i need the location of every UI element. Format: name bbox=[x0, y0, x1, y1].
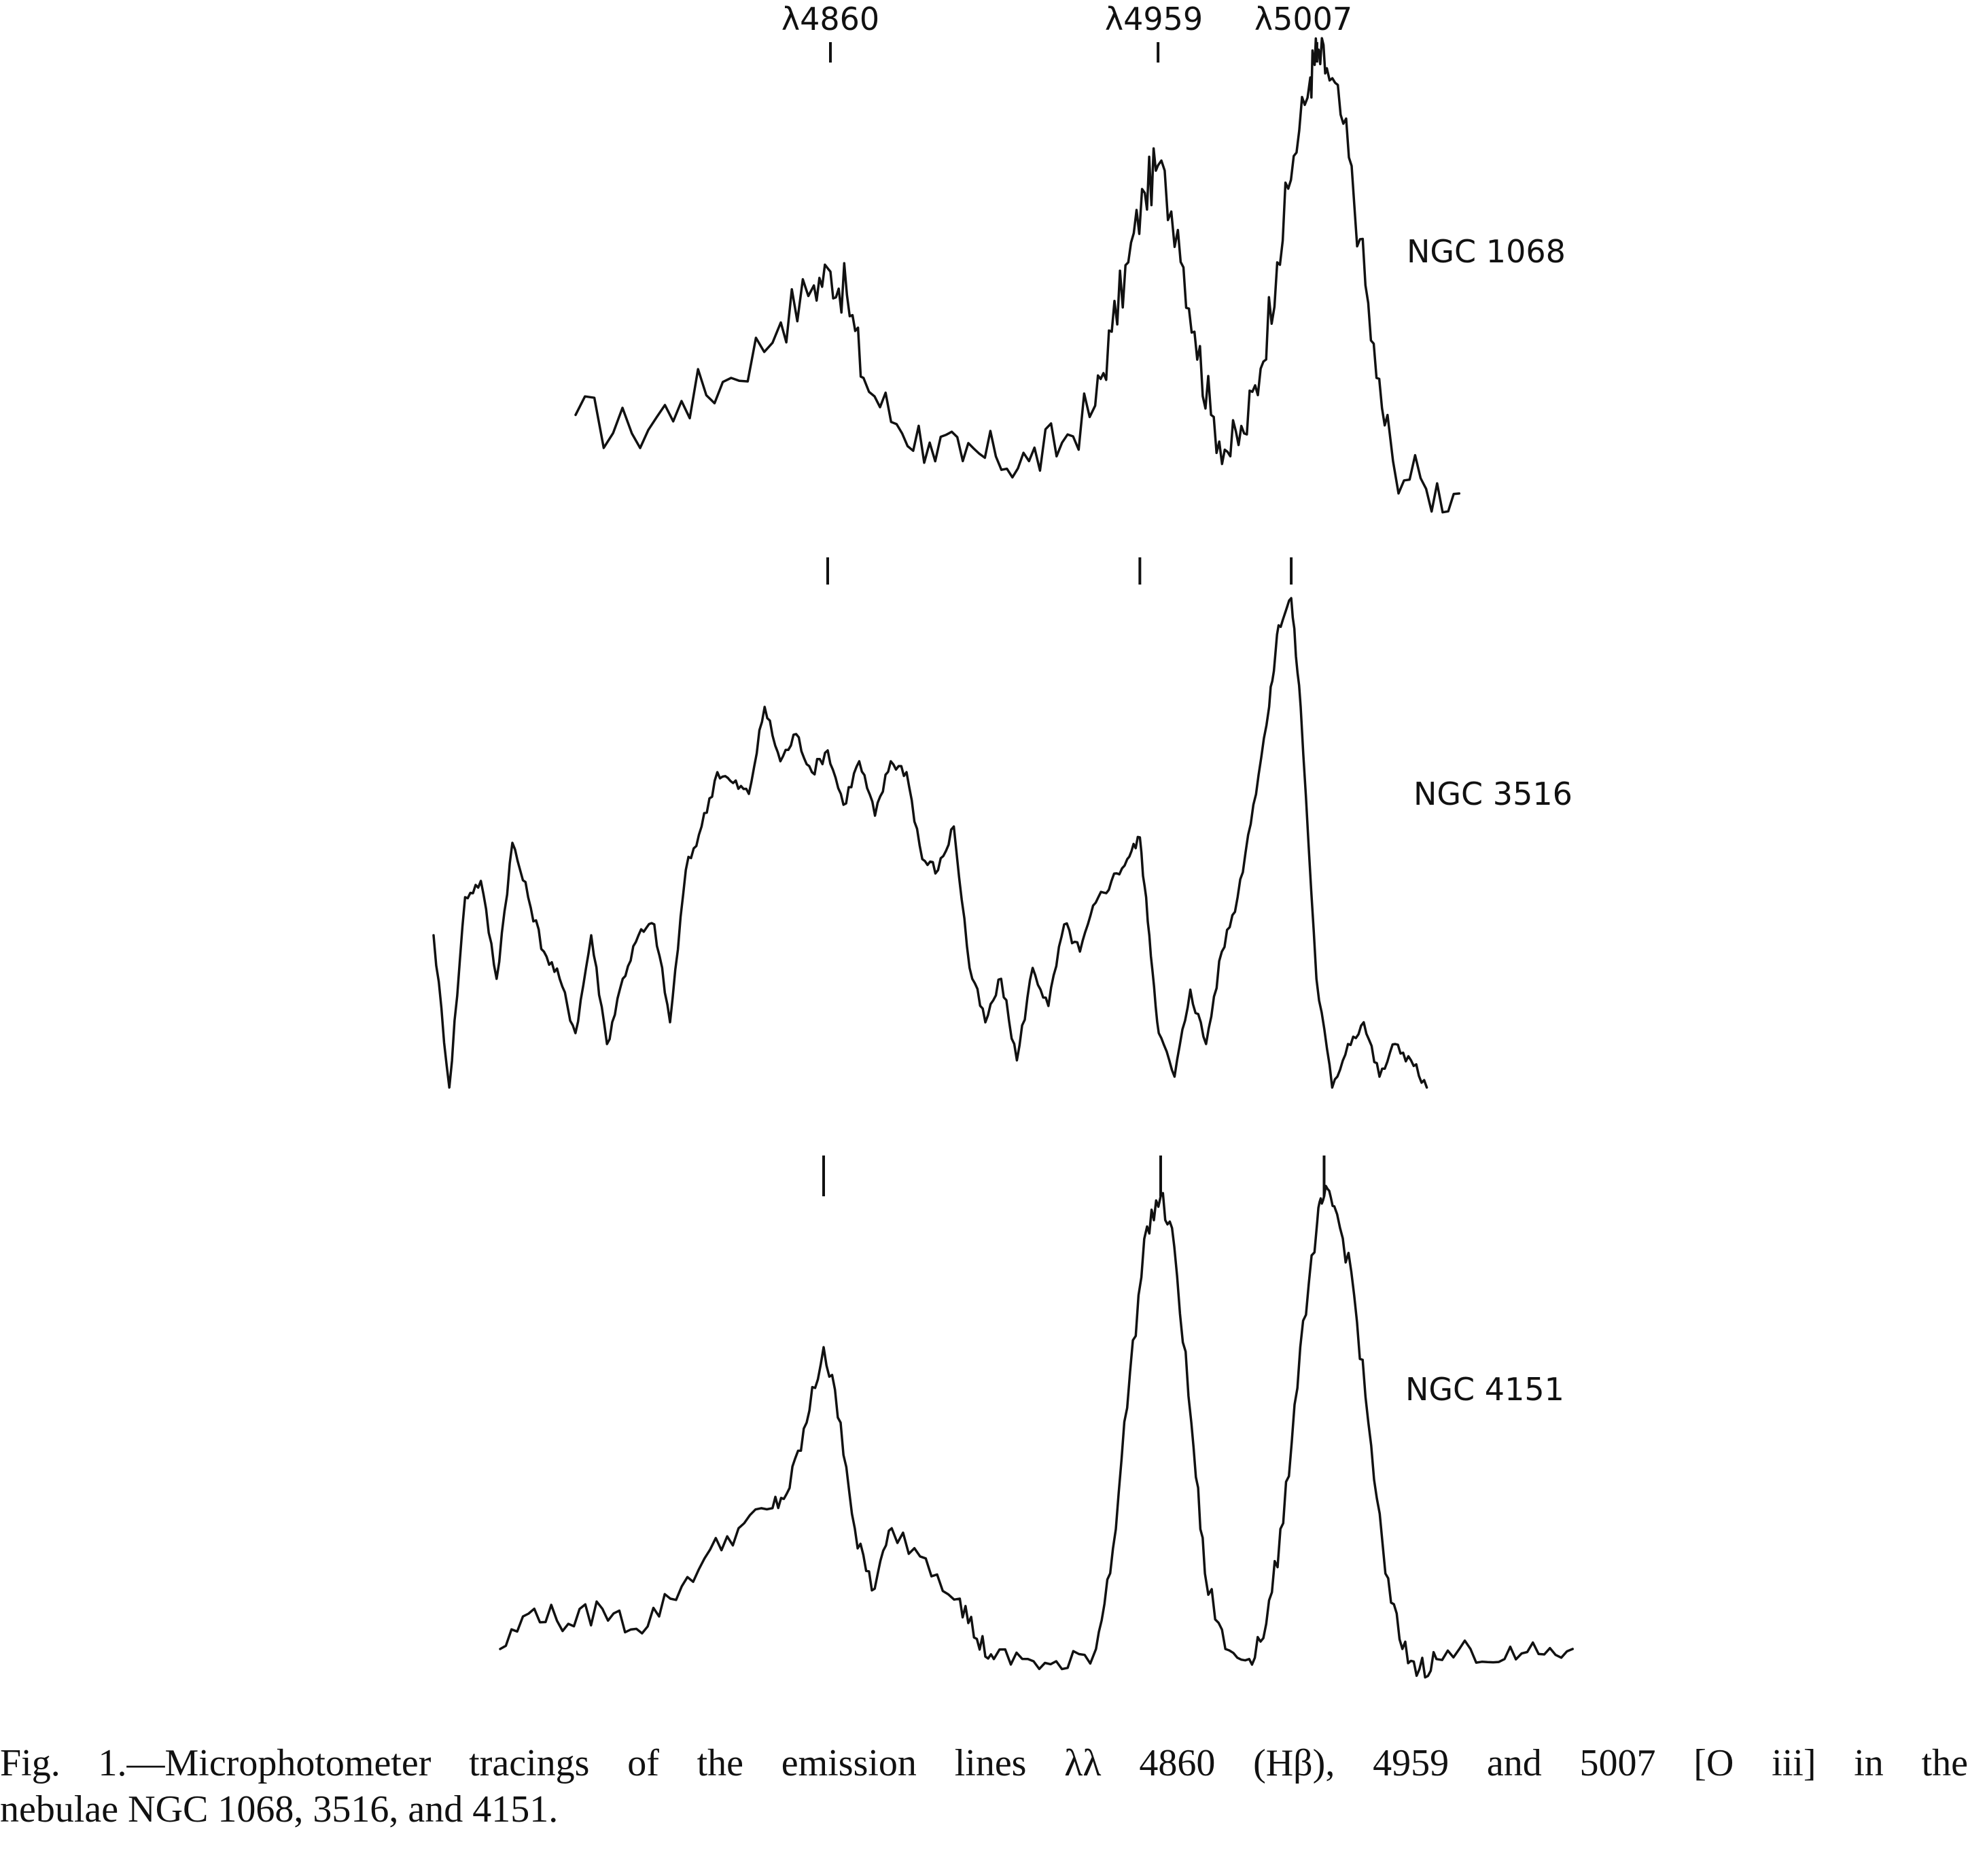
wavelength-label-5007: λ5007 bbox=[1254, 1, 1352, 37]
marker-ticks bbox=[822, 42, 1326, 1196]
series-label-ngc3516: NGC 3516 bbox=[1413, 776, 1572, 812]
series-label-ngc4151: NGC 4151 bbox=[1405, 1371, 1564, 1408]
trace-ngc-4151 bbox=[499, 1185, 1574, 1679]
wavelength-labels: λ4860 λ4959 λ5007 bbox=[781, 1, 1352, 37]
tracings-figure: λ4860 λ4959 λ5007 NGC 1068 NGC 3516 NGC … bbox=[432, 1, 1574, 1679]
caption-line-1: Fig. 1.—Microphotometer tracings of the … bbox=[0, 1742, 1968, 1784]
trace-group bbox=[432, 37, 1574, 1679]
trace-ngc-1068 bbox=[574, 37, 1461, 514]
caption-line-2: nebulae NGC 1068, 3516, and 4151. bbox=[0, 1788, 559, 1830]
trace-ngc-3516 bbox=[432, 597, 1428, 1089]
figure-caption: Fig. 1.—Microphotometer tracings of the … bbox=[0, 1740, 1968, 1869]
wavelength-label-4860: λ4860 bbox=[781, 1, 879, 37]
wavelength-label-4959: λ4959 bbox=[1105, 1, 1203, 37]
series-label-ngc1068: NGC 1068 bbox=[1407, 233, 1566, 270]
object-labels: NGC 1068 NGC 3516 NGC 4151 bbox=[1405, 233, 1572, 1408]
